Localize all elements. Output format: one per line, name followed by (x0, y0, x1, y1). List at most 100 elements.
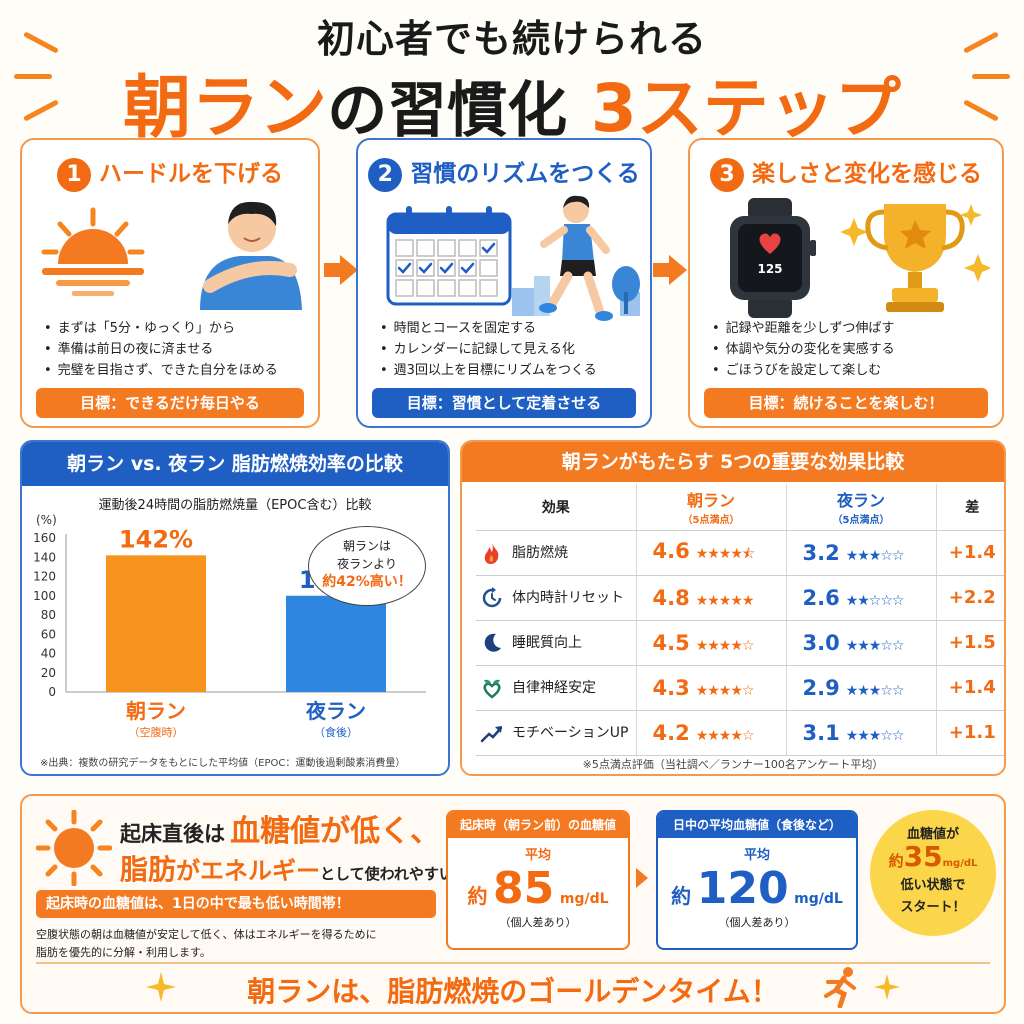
bubble-prefix: 約 (888, 852, 904, 870)
y-axis-label: (%) (36, 513, 57, 527)
night-stars: ★★☆☆☆ (845, 592, 905, 609)
chart-source-note: ※出典：複数の研究データをもとにした平均値（EPOC：運動後過剰酸素消費量） (40, 758, 406, 769)
glucose-morning-avg-label: 平均 (524, 848, 551, 863)
glucose-daytime-note: （個人差あり） (718, 916, 796, 929)
x-category-label: 夜ラン (305, 699, 366, 723)
diff-cell: +1.5 (935, 620, 1004, 666)
diff-cell: +1.1 (935, 710, 1004, 756)
headline-line-1b: 血糖値が低く、 (230, 814, 441, 849)
effect-label: 脂肪燃焼 (512, 544, 568, 561)
flame-icon (484, 542, 499, 564)
glucose-morning-note: （個人差あり） (499, 916, 577, 929)
y-tick-label: 100 (33, 589, 56, 603)
morning-score: 4.8 (652, 585, 690, 610)
heart-leaf-icon (483, 679, 501, 699)
step-3-bullets: 記録や距離を少しずつ伸ばす 体調や気分の変化を実感する ごほうびを設定して楽しむ (712, 318, 895, 381)
effects-comparison-panel: 朝ランがもたらす 5つの重要な効果比較 効果 朝ラン （5点満点） 夜ラン （5… (460, 440, 1006, 776)
diff-cell: +2.2 (935, 575, 1004, 621)
step-card-2: 2 習慣のリズムをつくる 時間とコースを固定する カレンダーに記録して見える化 週… (356, 138, 652, 428)
y-tick-label: 20 (41, 666, 56, 680)
sun-icon (36, 810, 112, 886)
y-tick-label: 40 (41, 647, 56, 661)
morning-score-cell: 4.5 ★★★★☆ (635, 620, 786, 666)
morning-stars: ★★★★⯪ (695, 545, 755, 562)
effect-label: 睡眠質向上 (512, 634, 582, 651)
night-score-cell: 2.9 ★★★☆☆ (785, 665, 936, 711)
col-night-label: 夜ラン (836, 491, 885, 511)
sunrise-icon (41, 207, 145, 296)
morning-score: 4.6 (652, 538, 690, 563)
bubble-line-2: 約35mg/dL (870, 843, 996, 875)
effect-cell: 睡眠質向上 (476, 620, 636, 666)
glucose-morning-value: 85 (493, 863, 555, 914)
morning-score-cell: 4.2 ★★★★☆ (635, 710, 786, 756)
night-score-cell: 3.2 ★★★☆☆ (785, 530, 936, 576)
table-header-row: 効果 朝ラン （5点満点） 夜ラン （5点満点） 差 (476, 484, 1004, 531)
stretching-person-illustration (200, 201, 302, 310)
table-row: 自律神経安定 4.3 ★★★★☆ 2.9 ★★★☆☆ +1.4 (476, 665, 1004, 711)
night-score: 3.1 (802, 720, 840, 745)
x-category-label: 朝ラン (126, 699, 186, 723)
table-row: 睡眠質向上 4.5 ★★★★☆ 3.0 ★★★☆☆ +1.5 (476, 620, 1004, 666)
night-score-cell: 3.0 ★★★☆☆ (785, 620, 936, 666)
glucose-box-daytime: 日中の平均血糖値（食後など） 平均 約 120 mg/dL （個人差あり） (656, 810, 858, 950)
effect-cell: 体内時計リセット (476, 575, 636, 621)
morning-stars: ★★★★★ (695, 592, 755, 609)
bubble-line-4: スタート！ (900, 900, 966, 915)
table-row: 脂肪燃焼 4.6 ★★★★⯪ 3.2 ★★★☆☆ +1.4 (476, 530, 1004, 576)
col-effect-header: 効果 (476, 484, 636, 531)
list-item: 記録や距離を少しずつ伸ばす (712, 318, 895, 339)
sparkle-icon (874, 974, 900, 1000)
sparkle-icon (146, 972, 176, 1002)
night-stars: ★★★☆☆ (845, 637, 905, 654)
glucose-daytime-avg-label: 平均 (743, 848, 770, 863)
step-2-bullets: 時間とコースを固定する カレンダーに記録して見える化 週3回以上を目標にリズムを… (380, 318, 597, 381)
callout-line-2: 夜ランより (337, 557, 397, 571)
diff-cell: +1.4 (935, 665, 1004, 711)
glucose-arrow-icon (636, 868, 648, 888)
headline-line-2a: 脂肪 (120, 853, 177, 886)
y-tick-label: 80 (41, 608, 56, 622)
night-score: 3.0 (802, 630, 840, 655)
step-2-goal: 目標：習慣として定着させる (372, 388, 636, 418)
headline-line-1: 起床直後は 血糖値が低く、 (120, 806, 440, 850)
clock-reset-icon (482, 586, 502, 607)
description-line-1: 空腹状態の朝は血糖値が安定して低く、体はエネルギーを得るために (36, 928, 377, 941)
bar-1 (106, 555, 206, 692)
morning-score-cell: 4.3 ★★★★☆ (635, 665, 786, 711)
effects-panel-heading: 朝ランがもたらす 5つの重要な効果比較 (462, 442, 1004, 482)
step-arrow-2 (653, 255, 687, 285)
slogan: 朝ランは、脂肪燃焼のゴールデンタイム！ (247, 975, 779, 1008)
y-tick-label: 140 (33, 550, 56, 564)
col-diff-header: 差 (935, 484, 1004, 531)
glucose-daytime-value-row: 約 120 mg/dL (658, 863, 856, 914)
bubble-unit: mg/dL (942, 858, 978, 869)
glucose-difference-bubble: 血糖値が 約35mg/dL 低い状態で スタート！ (870, 810, 996, 936)
list-item: カレンダーに記録して見える化 (380, 339, 597, 360)
effect-label: 自律神経安定 (512, 679, 596, 696)
morning-score: 4.5 (652, 630, 690, 655)
watch-reading: 125 (757, 262, 783, 276)
smartwatch-icon (730, 198, 816, 318)
headline-line-2c: として使われやすい！ (320, 865, 469, 883)
morning-score-cell: 4.8 ★★★★★ (635, 575, 786, 621)
glucose-box-morning: 起床時（朝ラン前）の血糖値 平均 約 85 mg/dL （個人差あり） (446, 810, 630, 950)
effect-cell: 脂肪燃焼 (476, 530, 636, 576)
step-3-title: 楽しさと変化を感じる (752, 161, 982, 187)
running-person-icon (824, 967, 856, 1008)
chart-callout: 朝ランは 夜ランより 約42%高い！ (308, 526, 426, 606)
diff-cell: +1.4 (935, 530, 1004, 576)
low-sugar-banner: 起床時の血糖値は、1日の中で最も低い時間帯！ (36, 890, 436, 918)
morning-stars: ★★★★☆ (695, 637, 755, 654)
list-item: 準備は前日の夜に済ませる (44, 339, 278, 360)
chart-subtitle: 運動後24時間の脂肪燃焼量（EPOC含む）比較 (98, 498, 372, 513)
effect-cell: 自律神経安定 (476, 665, 636, 711)
bubble-value: 35 (903, 840, 943, 873)
glucose-morning-unit: mg/dL (559, 891, 609, 907)
step-card-1: 1 ハードルを下げる まずは「5分・ゆっくり」から 準備は前日の夜に済ませる 完璧… (20, 138, 320, 428)
fat-burn-chart-panel: 朝ラン vs. 夜ラン 脂肪燃焼効率の比較 運動後24時間の脂肪燃焼量（EPOC… (20, 440, 450, 776)
table-row: モチベーションUP 4.2 ★★★★☆ 3.1 ★★★☆☆ +1.1 (476, 710, 1004, 756)
night-stars: ★★★☆☆ (845, 547, 905, 564)
col-morning-note: （5点満点） (682, 515, 740, 527)
effect-label: 体内時計リセット (512, 589, 624, 606)
